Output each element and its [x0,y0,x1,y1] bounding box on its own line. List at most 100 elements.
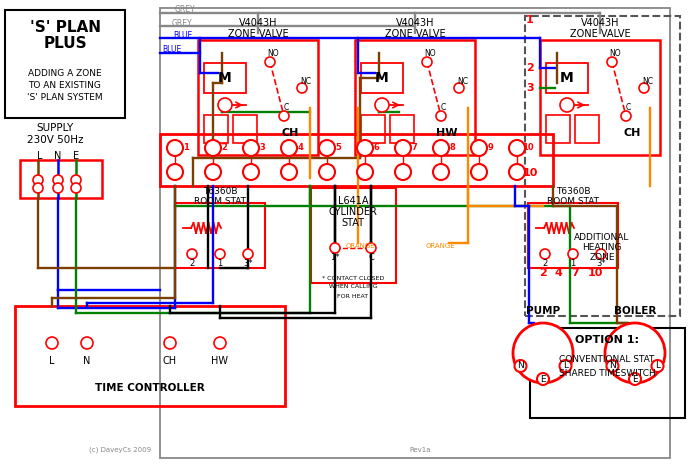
Text: M: M [218,71,232,85]
Circle shape [629,373,641,385]
Circle shape [509,164,525,180]
Bar [204,115,228,143]
Text: HEATING: HEATING [582,243,622,253]
Circle shape [540,249,550,259]
Text: SHARED TIMESWITCH: SHARED TIMESWITCH [559,368,656,378]
Text: ZONE VALVE: ZONE VALVE [570,29,630,39]
Circle shape [46,337,58,349]
Text: TIME CONTROLLER: TIME CONTROLLER [95,383,205,393]
Text: M: M [375,71,389,85]
Text: L: L [563,361,568,371]
Circle shape [395,164,411,180]
Circle shape [53,175,63,185]
Circle shape [560,98,574,112]
Circle shape [205,140,221,156]
Circle shape [330,243,340,253]
Text: N: N [609,361,616,371]
Text: ZONE: ZONE [589,254,615,263]
Circle shape [537,373,549,385]
Text: E: E [632,374,638,383]
Circle shape [243,140,259,156]
Text: CH: CH [623,128,641,138]
Circle shape [167,164,183,180]
Text: ZONE VALVE: ZONE VALVE [385,29,445,39]
Circle shape [53,183,63,193]
Bar [15,306,285,406]
Text: 10: 10 [587,268,602,278]
Text: 1: 1 [183,142,189,152]
Circle shape [243,164,259,180]
Text: C: C [440,103,446,112]
Text: (c) DaveyCs 2009: (c) DaveyCs 2009 [89,447,151,453]
Text: CONVENTIONAL STAT: CONVENTIONAL STAT [560,356,655,365]
Circle shape [433,140,449,156]
Text: OPTION 1:: OPTION 1: [575,335,639,345]
Text: 9: 9 [487,142,493,152]
Circle shape [357,164,373,180]
Bar [546,63,588,93]
Text: ORANGE: ORANGE [425,243,455,249]
Circle shape [607,57,617,67]
Bar [575,115,599,143]
Text: T6360B: T6360B [555,188,590,197]
Text: GREY: GREY [172,19,193,28]
Text: * CONTACT CLOSED: * CONTACT CLOSED [322,276,384,280]
Circle shape [375,98,389,112]
Text: NO: NO [267,49,279,58]
Text: 'S' PLAN SYSTEM: 'S' PLAN SYSTEM [27,93,103,102]
Text: 3*: 3* [243,259,253,269]
Bar [20,160,102,198]
Text: M: M [560,71,574,85]
Circle shape [357,140,373,156]
Text: Rev1a: Rev1a [409,447,431,453]
Circle shape [214,337,226,349]
Text: V4043H: V4043H [396,18,434,28]
Circle shape [243,249,253,259]
Text: ADDING A ZONE: ADDING A ZONE [28,68,102,78]
Circle shape [607,360,618,372]
Text: GREY: GREY [175,6,195,15]
Text: 6: 6 [373,142,379,152]
Text: C: C [284,103,288,112]
Circle shape [471,164,487,180]
Circle shape [319,140,335,156]
Text: ADDITIONAL: ADDITIONAL [574,234,630,242]
Circle shape [319,164,335,180]
Circle shape [187,249,197,259]
Text: BLUE: BLUE [173,30,193,39]
Circle shape [621,111,631,121]
Circle shape [297,83,307,93]
Circle shape [395,140,411,156]
Circle shape [639,83,649,93]
Circle shape [605,323,665,383]
Circle shape [436,111,446,121]
Text: V4043H: V4043H [239,18,277,28]
Text: 7: 7 [411,142,417,152]
Circle shape [71,183,81,193]
Bar [546,115,570,143]
Text: 230V 50Hz: 230V 50Hz [27,135,83,145]
Bar [160,8,670,458]
Circle shape [471,140,487,156]
Circle shape [596,249,606,259]
Text: HW: HW [212,356,228,366]
Text: 1: 1 [217,259,223,269]
Text: 3*: 3* [596,259,606,269]
Bar [525,16,680,316]
Text: ORANGE: ORANGE [345,243,375,249]
Text: 3: 3 [259,142,265,152]
Text: 5: 5 [335,142,341,152]
Text: 2: 2 [526,63,534,73]
Text: L: L [49,356,55,366]
Bar [528,203,618,268]
Text: 1: 1 [526,15,534,25]
Circle shape [71,175,81,185]
Text: ROOM STAT: ROOM STAT [547,197,599,205]
Bar [361,63,403,93]
Text: 10: 10 [522,142,534,152]
Text: PLUS: PLUS [43,37,87,51]
Text: NO: NO [424,49,436,58]
Text: T6360B: T6360B [203,188,237,197]
Text: WHEN CALLING: WHEN CALLING [328,285,377,290]
Text: HW: HW [436,128,457,138]
